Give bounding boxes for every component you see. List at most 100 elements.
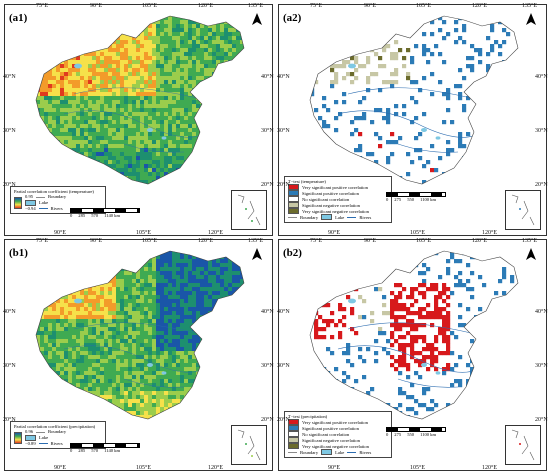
- left-tick-label: 40°N: [3, 309, 16, 315]
- river-icon: [38, 443, 48, 445]
- top-tick-label: 120°E: [472, 3, 488, 9]
- river-icon: [347, 451, 357, 453]
- top-tick-label: 105°E: [416, 3, 432, 9]
- lake-shape: [421, 363, 427, 367]
- lake-shape: [421, 128, 427, 132]
- top-tick-label: 105°E: [416, 238, 432, 244]
- top-tick-label: 75°E: [310, 238, 323, 244]
- top-tick-label: 135°E: [248, 238, 264, 244]
- right-tick-label: 30°N: [261, 128, 274, 134]
- panel-b2: (b2) T−test (precipitation) Very signifi…: [278, 239, 547, 471]
- top-tick-label: 135°E: [522, 238, 538, 244]
- right-tick-label: 30°N: [535, 363, 548, 369]
- top-tick-label: 105°E: [142, 3, 158, 9]
- panel-label: (b2): [283, 247, 302, 259]
- left-tick-label: 30°N: [3, 363, 16, 369]
- country-boundary: [309, 250, 519, 420]
- south-china-sea-inset: [505, 190, 541, 230]
- legend-lake: Lake: [39, 200, 49, 206]
- sig-neg-swatch: [288, 202, 299, 209]
- lake-shape: [161, 371, 167, 375]
- map-a2: [278, 4, 547, 236]
- scale-bar: 0 285 570 1140 km: [70, 443, 140, 453]
- river-icon: [347, 216, 357, 218]
- very-sig-pos-swatch: [288, 419, 299, 426]
- bottom-tick-label: 105°E: [410, 230, 426, 236]
- left-tick-label: 30°N: [277, 363, 290, 369]
- no-sig-swatch: [288, 196, 299, 203]
- south-china-sea-inset: [505, 425, 541, 465]
- lake-shape: [147, 128, 153, 132]
- panel-b1: (b1) Partial correlation coefficient (pr…: [4, 239, 273, 471]
- right-tick-label: 40°N: [535, 74, 548, 80]
- left-tick-label: 20°N: [277, 182, 290, 188]
- north-arrow-icon: [523, 247, 539, 261]
- legend-boundary: Boundary: [48, 429, 67, 435]
- top-tick-label: 90°E: [90, 238, 103, 244]
- north-arrow-icon: [249, 12, 265, 26]
- right-tick-label: 20°N: [535, 182, 548, 188]
- legend-title: Partial correlation coefficient (tempera…: [14, 189, 94, 194]
- left-tick-label: 30°N: [277, 128, 290, 134]
- sig-pos-swatch: [288, 190, 299, 197]
- legend-title: T−test (precipitation): [288, 414, 328, 419]
- right-tick-label: 20°N: [535, 417, 548, 423]
- legend-max: 0.96: [25, 429, 34, 435]
- bottom-tick-label: 105°E: [136, 465, 152, 471]
- top-tick-label: 90°E: [364, 238, 377, 244]
- panel-a2: (a2) T−test (temperature) Very significa…: [278, 4, 547, 236]
- bottom-tick-label: 105°E: [410, 465, 426, 471]
- bottom-tick-label: 105°E: [136, 230, 152, 236]
- map-frame: [4, 239, 273, 471]
- legend-min: −0.94: [25, 205, 36, 211]
- map-frame: [278, 239, 547, 471]
- no-sig-swatch: [288, 431, 299, 438]
- top-tick-label: 75°E: [36, 238, 49, 244]
- scale-bar: 0 285 570 1140 km: [70, 208, 140, 218]
- country-boundary: [35, 15, 245, 185]
- top-tick-label: 105°E: [142, 238, 158, 244]
- legend: T−test (temperature) Very significant po…: [284, 176, 392, 224]
- top-tick-label: 75°E: [36, 3, 49, 9]
- bottom-tick-label: 120°E: [208, 465, 224, 471]
- bottom-tick-label: 90°E: [328, 230, 341, 236]
- lake-shape: [74, 298, 82, 304]
- legend-min: −0.89: [25, 440, 36, 446]
- top-tick-label: 75°E: [310, 3, 323, 9]
- panel-label: (b1): [9, 247, 28, 259]
- bottom-tick-label: 90°E: [54, 465, 67, 471]
- left-tick-label: 30°N: [3, 128, 16, 134]
- left-tick-label: 20°N: [277, 417, 290, 423]
- panel-label: (a2): [283, 12, 302, 24]
- legend-boundary: Boundary: [48, 194, 67, 200]
- map-b2: [278, 239, 547, 471]
- lake-shape: [435, 371, 441, 375]
- left-tick-label: 40°N: [277, 309, 290, 315]
- river-line: [123, 378, 185, 388]
- lake-shape: [348, 63, 356, 69]
- panel-label: (a1): [9, 12, 28, 24]
- legend-title: T−test (temperature): [288, 179, 326, 184]
- boundary-icon: [288, 216, 297, 218]
- boundary-icon: [36, 196, 46, 198]
- very-sig-neg-swatch: [288, 208, 299, 215]
- south-china-sea-inset: [231, 425, 267, 465]
- gradient-swatch: [14, 431, 22, 444]
- boundary-icon: [36, 431, 46, 433]
- legend-title: Partial correlation coefficient (precipi…: [14, 424, 96, 429]
- bottom-tick-label: 120°E: [208, 230, 224, 236]
- right-tick-label: 40°N: [535, 309, 548, 315]
- river-line: [337, 110, 479, 138]
- right-tick-label: 40°N: [261, 74, 274, 80]
- very-sig-pos-swatch: [288, 184, 299, 191]
- top-tick-label: 135°E: [248, 3, 264, 9]
- bottom-tick-label: 120°E: [482, 230, 498, 236]
- boundary-icon: [288, 451, 297, 453]
- top-tick-label: 90°E: [364, 3, 377, 9]
- bottom-tick-label: 120°E: [482, 465, 498, 471]
- country-boundary: [35, 250, 245, 420]
- right-tick-label: 20°N: [261, 182, 274, 188]
- very-sig-neg-swatch: [288, 443, 299, 450]
- north-arrow-icon: [523, 12, 539, 26]
- top-tick-label: 120°E: [198, 3, 214, 9]
